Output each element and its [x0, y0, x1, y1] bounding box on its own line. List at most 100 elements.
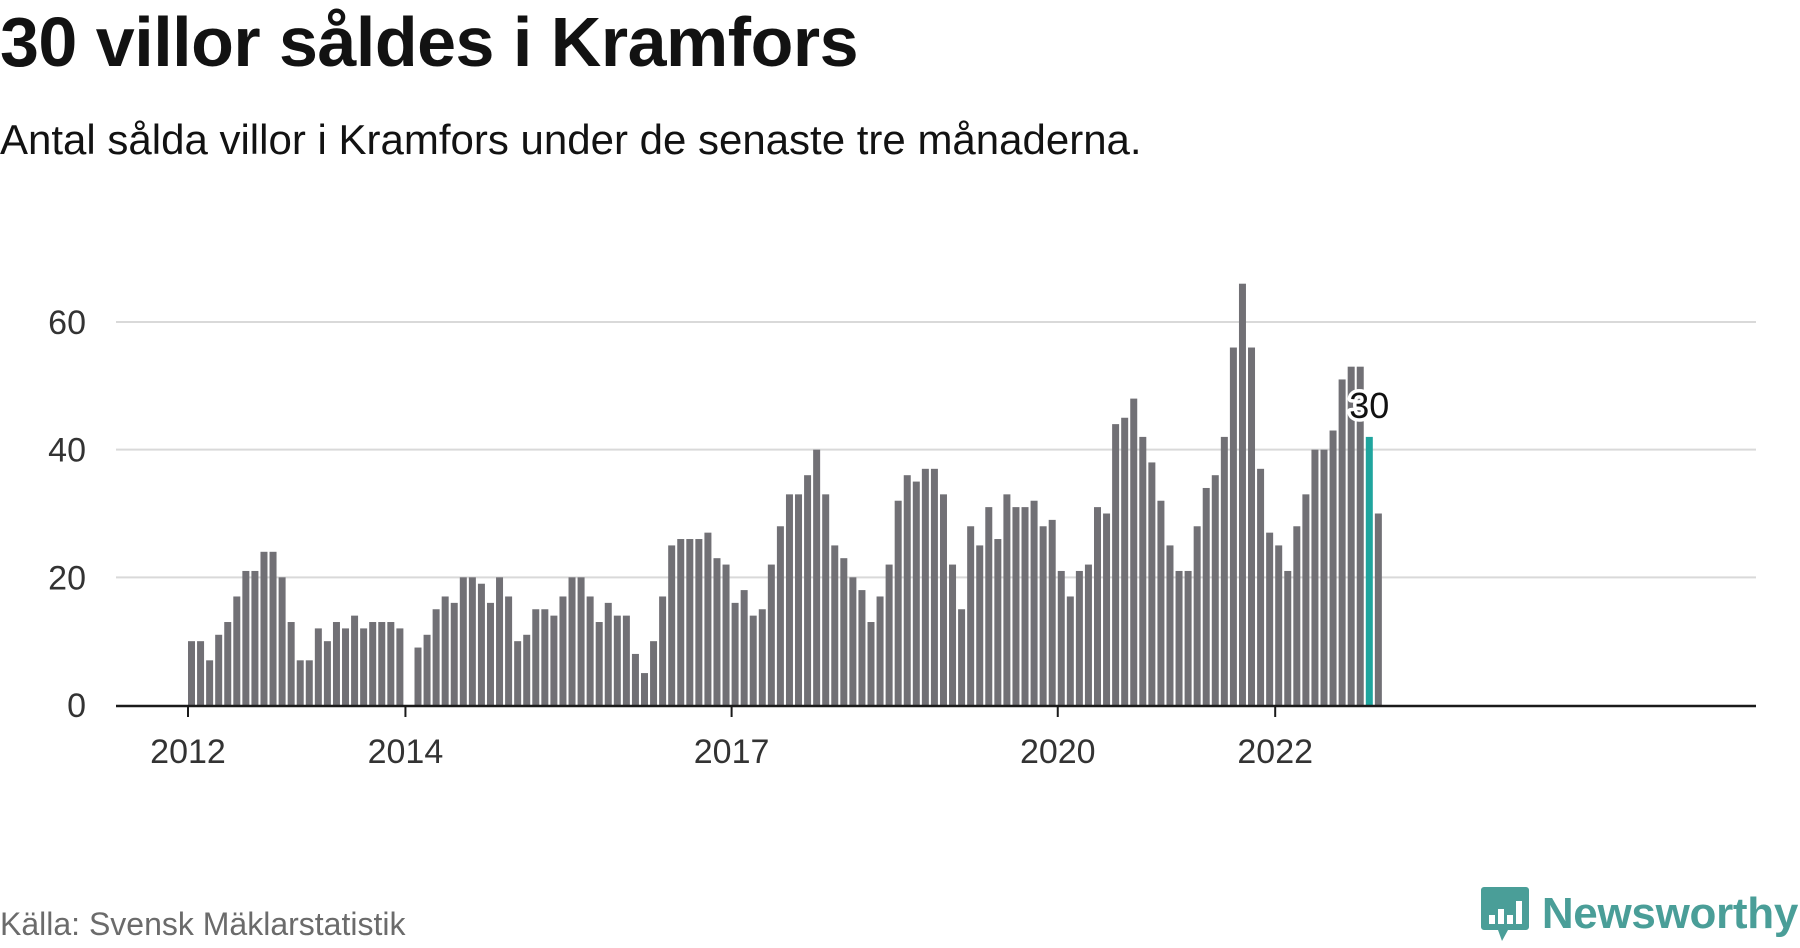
bar: [994, 539, 1002, 705]
bar: [1293, 526, 1301, 705]
bar: [251, 570, 259, 705]
bar: [1220, 436, 1228, 705]
bar: [776, 526, 784, 705]
bar: [939, 494, 947, 705]
bar: [233, 596, 241, 705]
x-tick-label: 2014: [368, 733, 444, 771]
bar: [731, 602, 739, 705]
x-tick-label: 2012: [150, 733, 226, 771]
bar: [713, 558, 721, 705]
bar: [885, 564, 893, 705]
bar: [668, 545, 676, 705]
bar: [296, 660, 304, 705]
x-tick-label: 2017: [694, 733, 770, 771]
bar: [1166, 545, 1174, 705]
bar: [532, 609, 540, 705]
bar: [1184, 570, 1192, 705]
y-tick-label: 40: [48, 432, 86, 470]
bar: [695, 539, 703, 705]
bar: [287, 622, 295, 705]
bar: [1048, 519, 1056, 705]
chart-subtitle: Antal sålda villor i Kramfors under de s…: [0, 116, 1142, 163]
bar: [1284, 570, 1292, 705]
bar: [242, 570, 250, 705]
bar: [921, 468, 929, 705]
bar: [1338, 379, 1346, 705]
bar: [1266, 532, 1274, 705]
bar: [387, 622, 395, 705]
bar: [586, 596, 594, 705]
bar: [1139, 436, 1147, 705]
bar: [1329, 430, 1337, 705]
bar: [505, 596, 513, 705]
bar: [1202, 487, 1210, 705]
bar: [206, 660, 214, 705]
bar: [351, 615, 359, 705]
bar: [323, 641, 331, 705]
bar: [641, 673, 648, 705]
bar: [1275, 545, 1283, 705]
bar: [215, 634, 223, 705]
bar: [758, 609, 766, 705]
bar: [876, 596, 884, 705]
bar: [822, 494, 830, 705]
bar: [396, 628, 404, 705]
bar: [1374, 513, 1382, 705]
bar: [967, 526, 975, 705]
bar: [1057, 570, 1065, 705]
bar: [740, 590, 748, 705]
bar: [1157, 500, 1165, 705]
x-tick-label: 2022: [1237, 733, 1313, 771]
bar: [360, 628, 368, 705]
y-tick-label: 60: [48, 304, 86, 342]
bar: [631, 653, 639, 705]
bar: [1075, 570, 1083, 705]
bar: [767, 564, 775, 705]
bar: [1302, 494, 1310, 705]
bar: [1320, 449, 1328, 705]
bar: [1175, 570, 1183, 705]
bar: [224, 622, 232, 705]
bar: [1211, 475, 1219, 705]
bar: [468, 577, 476, 705]
bar: [1084, 564, 1092, 705]
source-note: Källa: Svensk Mäklarstatistik: [0, 906, 406, 942]
bar: [1148, 462, 1156, 705]
bar: [795, 494, 803, 705]
bar: [486, 602, 494, 705]
bar: [1003, 494, 1011, 705]
bar: [477, 583, 485, 705]
highlight-value-label: 30: [1349, 385, 1389, 426]
bar: [314, 628, 322, 705]
bar: [496, 577, 504, 705]
bar: [867, 622, 875, 705]
bar: [677, 539, 685, 705]
bar: [523, 634, 531, 705]
bar: [622, 615, 630, 705]
bar: [704, 532, 712, 705]
bar: [1238, 283, 1246, 705]
bar: [903, 475, 911, 705]
bar: [686, 539, 694, 705]
bar: [1030, 500, 1038, 705]
bar: [278, 577, 286, 705]
bar: [1066, 596, 1074, 705]
bar: [1229, 347, 1237, 705]
bar: [659, 596, 667, 705]
bar: [514, 641, 522, 705]
bar: [1103, 513, 1111, 705]
bar: [595, 622, 603, 705]
bar: [378, 622, 386, 705]
bar: [1121, 417, 1129, 705]
axes: 0 20 40 60 2012 2014 2017 2020 2022: [48, 304, 1756, 771]
brand-name: Newsworthy: [1541, 889, 1798, 938]
bar: [450, 602, 458, 705]
bar: [804, 475, 812, 705]
chart-title: 30 villor såldes i Kramfors: [0, 3, 859, 81]
bar: [423, 634, 431, 705]
bar: [305, 660, 313, 705]
bar: [1039, 526, 1047, 705]
bar: [1112, 424, 1120, 705]
bar: [197, 641, 205, 705]
y-tick-label: 0: [67, 687, 86, 725]
